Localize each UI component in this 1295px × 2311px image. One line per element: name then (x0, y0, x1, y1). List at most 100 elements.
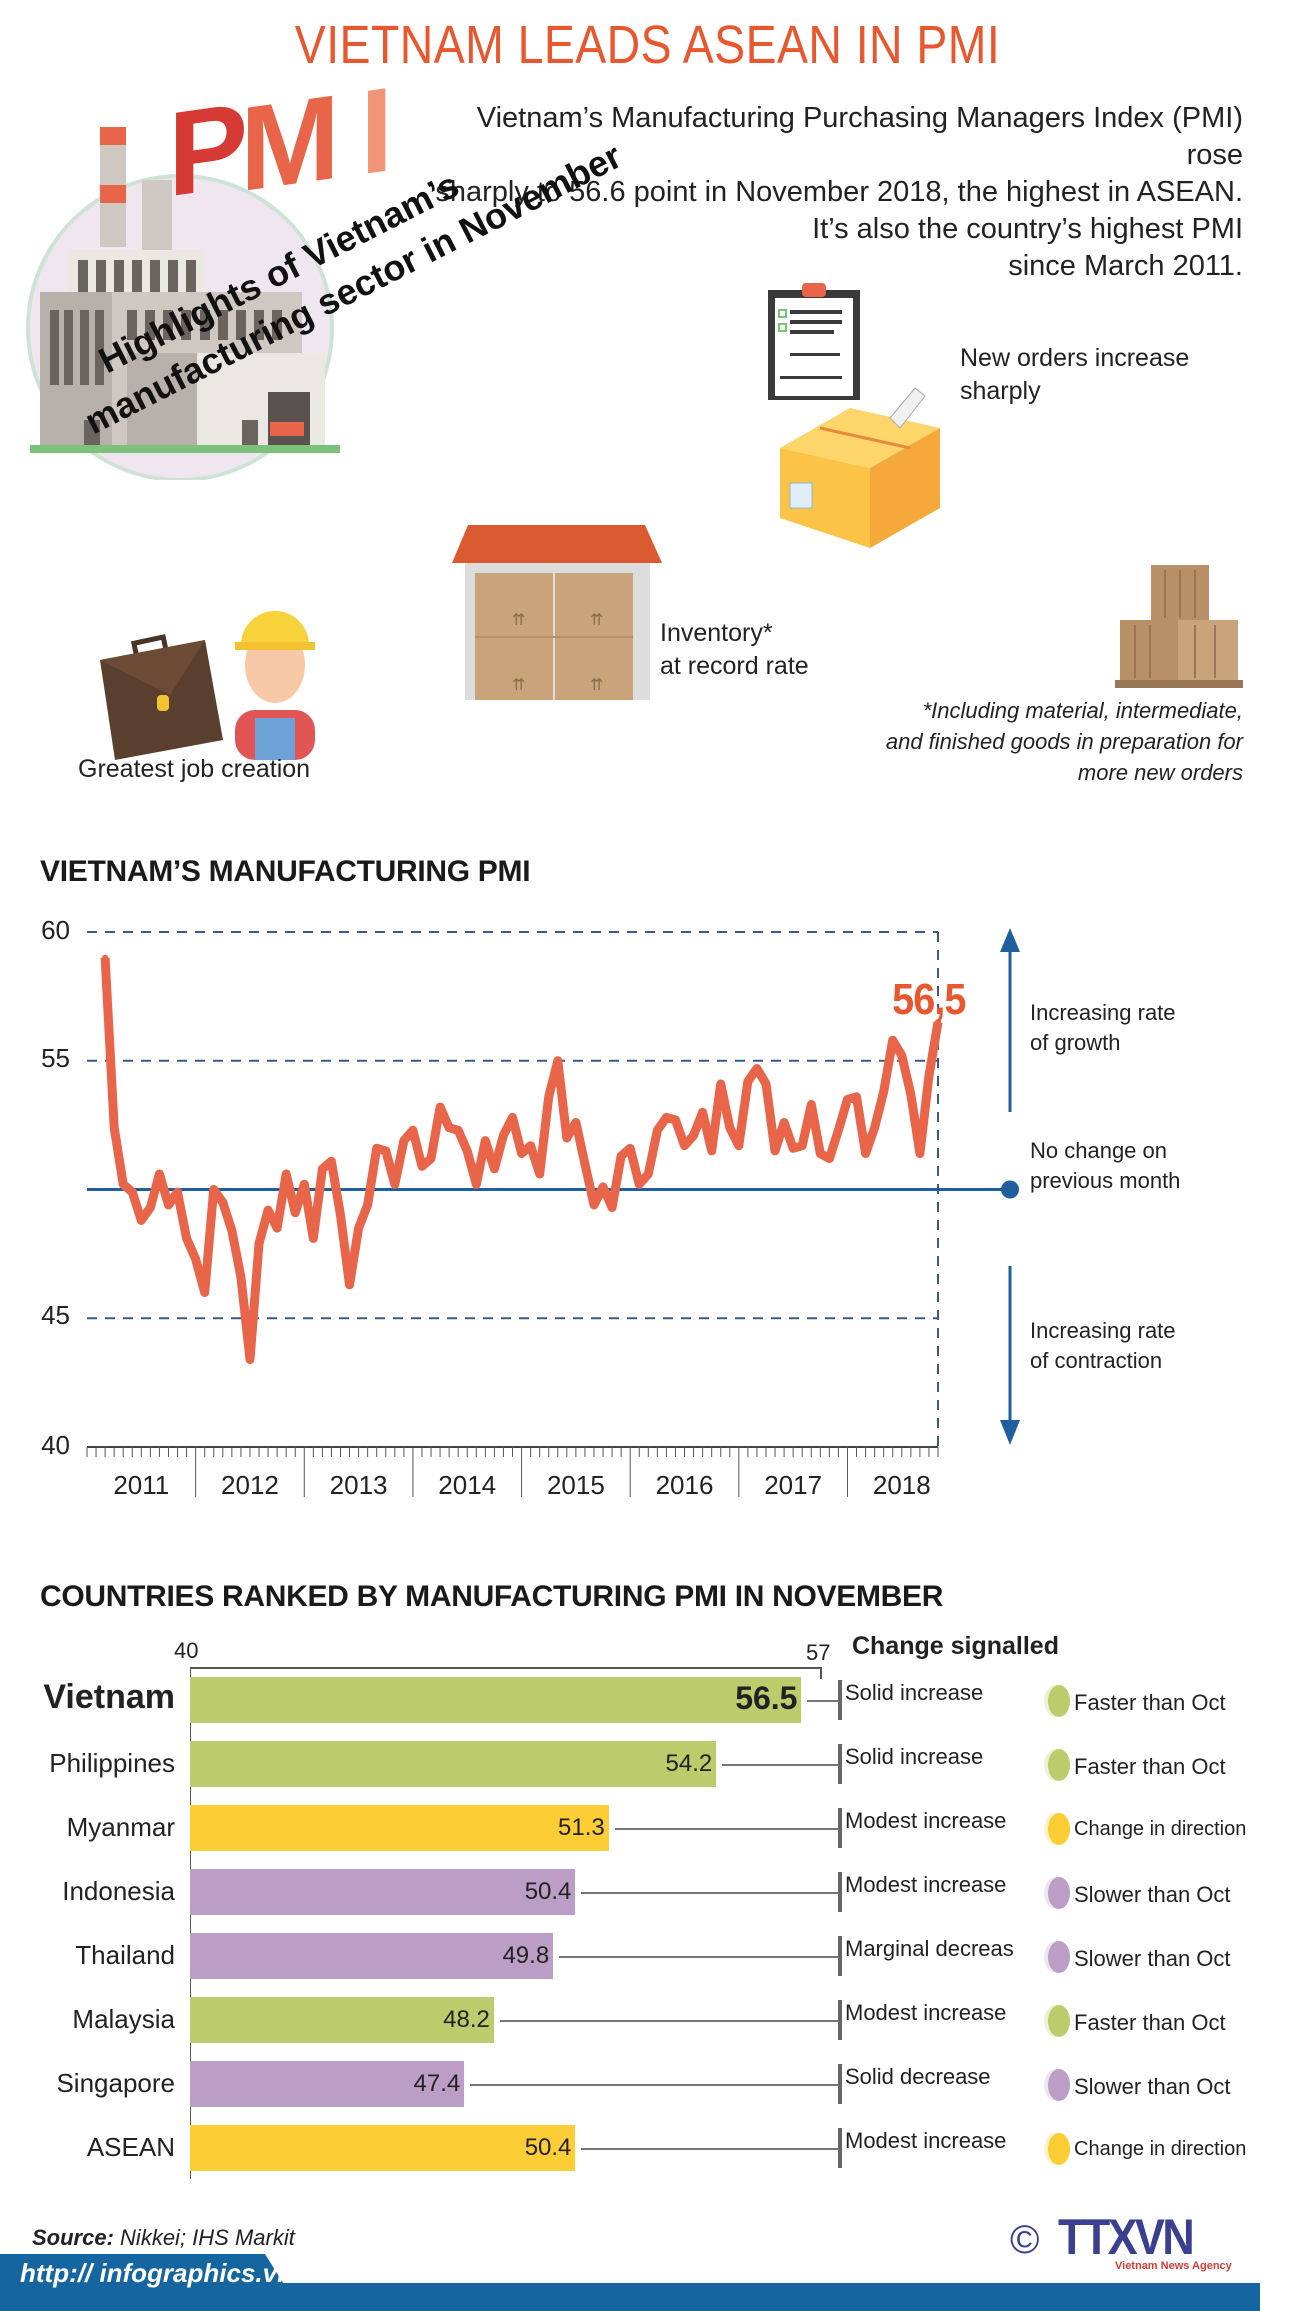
worker-icon (235, 611, 315, 760)
clipboard-icon (768, 283, 940, 548)
bar-malaysia (190, 1997, 494, 2043)
data-point (853, 1093, 860, 1100)
intro-line: sharply to 56.6 point in November 2018, … (435, 176, 1243, 208)
trend-circle-icon (1048, 2069, 1070, 2101)
x-tick-label: 2018 (872, 1470, 931, 1500)
intro-line: since March 2011. (1008, 250, 1243, 282)
data-point (844, 1096, 851, 1103)
bar-axis (190, 1667, 822, 1679)
trend-label: Faster than Oct (1074, 1690, 1226, 1715)
new-orders-caption: New orders increase sharply (960, 342, 1189, 408)
data-point (726, 1124, 733, 1131)
inventory-footnote: *Including material, intermediate, and f… (886, 695, 1243, 788)
trend-label: Slower than Oct (1074, 1882, 1231, 1907)
intro-line: Vietnam’s Manufacturing Purchasing Manag… (476, 102, 1243, 171)
data-point (681, 1142, 688, 1149)
caption-line: New orders increase (960, 344, 1190, 372)
connector-line (722, 1764, 840, 1766)
pmi-series-line (100, 957, 943, 1364)
connector-tick (838, 1872, 842, 1912)
data-point (572, 1119, 579, 1126)
x-tick-label: 2015 (546, 1470, 605, 1500)
data-point (907, 1091, 914, 1098)
annotation-line: of growth (1030, 1030, 1121, 1055)
annotation-line: previous month (1030, 1168, 1181, 1193)
warehouse-icon: ⇈ ⇈ ⇈ ⇈ (452, 525, 662, 700)
change-signalled: Modest increase (845, 1872, 1007, 1897)
connector-line (581, 2148, 840, 2150)
trend-circle-icon (1048, 1877, 1070, 1909)
connector-line (581, 1892, 840, 1894)
pmi-line-chart (86, 928, 1020, 1497)
bar-value-label: 56.5 (735, 1680, 798, 1716)
data-point (355, 1225, 362, 1232)
connector-line (470, 2084, 840, 2086)
bar-value-label: 47.4 (413, 2070, 461, 2097)
data-point (183, 1235, 190, 1242)
svg-text:P: P (168, 77, 248, 223)
website-link[interactable]: http:// infographics.vn (20, 2258, 293, 2288)
bar-category-label: ASEAN (86, 2132, 175, 2162)
connector-tick (838, 1744, 842, 1784)
x-tick-label: 2016 (655, 1470, 714, 1500)
data-point (699, 1109, 706, 1116)
data-point (364, 1201, 371, 1208)
data-point (663, 1114, 670, 1121)
caption-line: sharply (960, 377, 1041, 405)
inventory-caption: Inventory* at record rate (660, 617, 809, 683)
bar-baseline (190, 1667, 191, 2179)
copyright-icon: © (1010, 2218, 1040, 2262)
data-point (862, 1150, 869, 1157)
data-point (102, 954, 109, 961)
data-point (373, 1145, 380, 1152)
change-signalled: Solid increase (845, 1744, 984, 1769)
source-note: Source: Nikkei; IHS Markit (32, 2225, 295, 2251)
data-point (590, 1201, 597, 1208)
data-point (219, 1199, 226, 1206)
footnote-line: *Including material, intermediate, (922, 698, 1243, 723)
data-point (654, 1127, 661, 1134)
data-point (464, 1147, 471, 1154)
svg-text:⇈: ⇈ (512, 675, 525, 694)
data-point (473, 1181, 480, 1188)
data-point (581, 1160, 588, 1167)
change-signalled: Marginal decreas (845, 1936, 1014, 1961)
change-signalled: Modest increase (845, 2128, 1007, 2153)
x-tick-label: 40 (174, 1638, 199, 1663)
annotation-line: Increasing rate (1030, 1318, 1176, 1343)
trend-circle-icon (1048, 1685, 1070, 1717)
data-point (672, 1116, 679, 1123)
bar-philippines (190, 1741, 717, 1787)
bar-value-label: 51.3 (558, 1814, 605, 1841)
bar-indonesia (190, 1869, 576, 1915)
trend-label: Faster than Oct (1074, 1754, 1226, 1779)
connector-line (807, 1700, 840, 1702)
svg-text:I: I (360, 61, 393, 200)
bar-value-label: 48.2 (443, 2006, 490, 2033)
jobs-caption: Greatest job creation (78, 755, 311, 783)
connector-tick (838, 1936, 842, 1976)
bar-category-label: Singapore (56, 2068, 175, 2098)
data-point (346, 1281, 353, 1288)
connector-tick (838, 2064, 842, 2104)
y-tick-label: 60 (41, 915, 70, 945)
latest-value-label: 56,5 (892, 975, 966, 1024)
data-point (563, 1135, 570, 1141)
data-point (509, 1114, 516, 1121)
data-point (382, 1147, 389, 1154)
data-point (310, 1235, 317, 1242)
svg-text:⇈: ⇈ (590, 675, 603, 694)
data-point (301, 1181, 308, 1188)
data-point (717, 1080, 724, 1087)
bar-value-label: 49.8 (502, 1942, 550, 1969)
reference-dot (1001, 1180, 1019, 1199)
data-point (744, 1078, 751, 1085)
annotation-line: of contraction (1030, 1348, 1163, 1373)
annotation-line: Increasing rate (1030, 1000, 1176, 1025)
data-point (826, 1155, 833, 1162)
trend-label: Slower than Oct (1074, 2074, 1231, 2099)
data-point (545, 1093, 552, 1100)
data-point (446, 1124, 453, 1131)
data-point (111, 1124, 118, 1131)
data-point (147, 1204, 154, 1211)
